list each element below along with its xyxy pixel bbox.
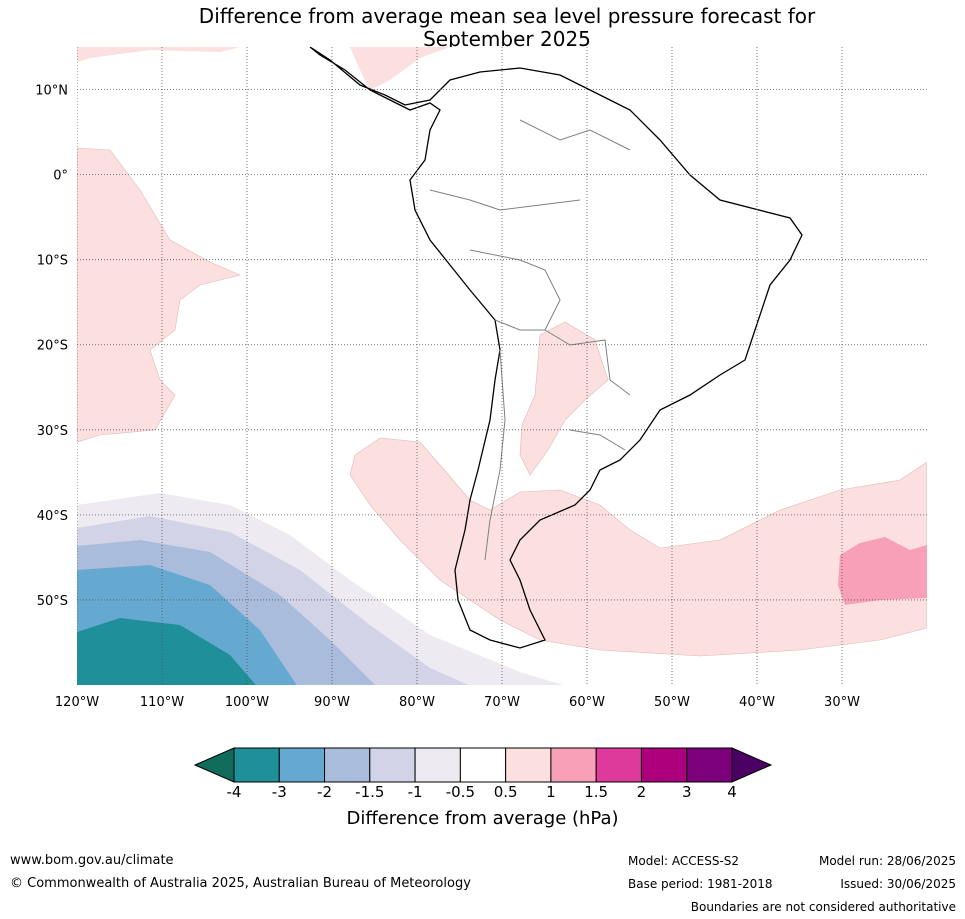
lon-gridlines	[77, 47, 843, 685]
lat-tick-label: 50°S	[37, 594, 68, 609]
colorbar-box	[324, 747, 371, 783]
colorbar-tick-label: -1.5	[355, 783, 385, 801]
colorbar-box	[459, 747, 507, 783]
lon-tick-label: 110°W	[140, 695, 184, 710]
southeast-pacific-negative-region	[77, 493, 564, 685]
footer-copyright: © Commonwealth of Australia 2025, Austra…	[10, 876, 471, 891]
forecast-map: 10°N 0° 10°S 20°S 30°S 40°S 50°S 120°W 110°W 100…	[35, 47, 927, 710]
footer-issued: Issued: 30/06/2025	[840, 877, 956, 891]
lat-tick-label: 20°S	[37, 339, 68, 354]
colorbar-tick-label: -0.5	[445, 783, 475, 801]
colorbar-label: Difference from average (hPa)	[346, 808, 619, 829]
colorbar-tick-label: 3	[681, 783, 692, 801]
colorbar-box	[414, 747, 461, 783]
lat-gridlines	[77, 89, 927, 601]
lat-tick-label: 30°S	[37, 424, 68, 439]
south-america-coastline	[309, 47, 803, 649]
colorbar-tick-label: -3	[271, 783, 287, 801]
colorbar-box	[369, 747, 416, 783]
paraguay-bolivia-positive-region	[519, 321, 609, 476]
footer-base-period: Base period: 1981-2018	[628, 877, 773, 891]
footer-disclaimer: Boundaries are not considered authoritat…	[690, 900, 956, 914]
map-title-line-1: Difference from average mean sea level p…	[198, 4, 816, 28]
colorbar-box	[278, 747, 326, 783]
colorbar-tick-label: 2	[636, 783, 647, 801]
lon-tick-label: 80°W	[399, 695, 435, 710]
lat-tick-label: 10°S	[37, 254, 68, 269]
colorbar-tick-label: -1	[407, 783, 423, 801]
map-title-line-2: September 2025	[423, 27, 591, 51]
lon-tick-label: 60°W	[569, 695, 605, 710]
lon-tick-label: 100°W	[225, 695, 269, 710]
north-pacific-positive-region	[77, 47, 240, 62]
lon-tick-label: 90°W	[314, 695, 350, 710]
lon-tick-label: 50°W	[654, 695, 690, 710]
colorbar-under-arrow	[193, 747, 235, 783]
colorbar-boxes	[233, 747, 733, 783]
colorbar-tick-label: 1	[546, 783, 556, 801]
colorbar-box	[640, 747, 688, 783]
lat-tick-label: 0°	[53, 169, 68, 184]
footer-model-run: Model run: 28/06/2025	[818, 854, 956, 868]
colorbar-tick-label: 4	[727, 783, 737, 801]
lon-tick-label: 120°W	[55, 695, 99, 710]
footer-model: Model: ACCESS-S2	[628, 854, 740, 868]
lat-tick-label: 40°S	[37, 509, 68, 524]
lon-tick-label: 30°W	[824, 695, 860, 710]
south-atlantic-positive-core-region	[838, 537, 927, 605]
colorbar-tick-label: -4	[226, 783, 242, 801]
lat-tick-label: 10°N	[35, 84, 68, 99]
footer-url[interactable]: www.bom.gov.au/climate	[10, 853, 174, 868]
lat-tick-labels: 10°N 0° 10°S 20°S 30°S 40°S 50°S	[35, 84, 68, 609]
lon-tick-label: 40°W	[739, 695, 775, 710]
colorbar-box	[233, 747, 280, 783]
southern-cone-positive-region	[349, 437, 927, 657]
lon-tick-labels: 120°W 110°W 100°W 90°W 80°W 70°W 60°W 50°W 40°W 3…	[55, 695, 860, 710]
colorbar-tick-label: -2	[317, 783, 333, 801]
colorbar-box	[505, 747, 552, 783]
colorbar	[193, 747, 773, 783]
colorbar-over-arrow	[731, 747, 773, 783]
eastern-pacific-positive-region	[77, 147, 241, 443]
lon-tick-label: 70°W	[484, 695, 520, 710]
country-borders	[429, 119, 631, 561]
colorbar-tick-label: 0.5	[493, 783, 518, 801]
colorbar-box	[550, 747, 597, 783]
colorbar-tick-label: 1.5	[584, 783, 609, 801]
colorbar-box	[686, 747, 733, 783]
caribbean-positive-region	[350, 47, 450, 90]
colorbar-box	[595, 747, 642, 783]
